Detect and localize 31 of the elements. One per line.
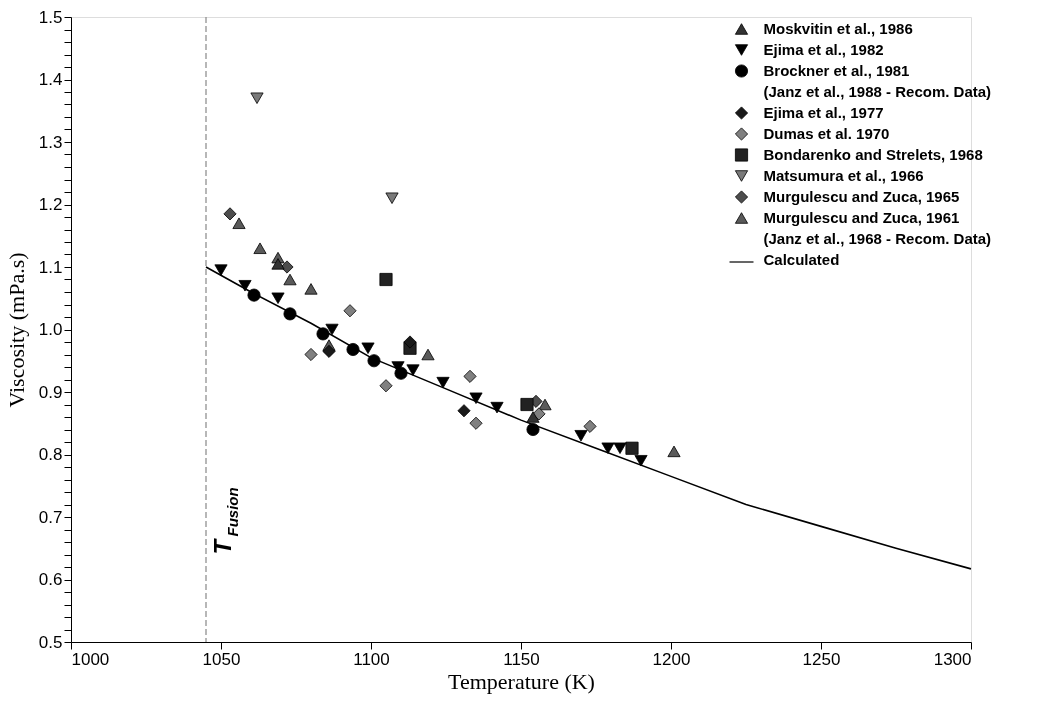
legend-label: Murgulescu and Zuca, 1961 (Janz et al., 1968 - Recom. Data) xyxy=(763,209,992,247)
x-tick-label: 1150 xyxy=(503,649,540,669)
ref-line-label: TFusion xyxy=(209,487,241,555)
y-axis-title: Viscosity (mPa.s) xyxy=(3,252,29,408)
legend-label: Calculated xyxy=(763,251,840,268)
legend-label: Ejima et al., 1982 xyxy=(763,41,884,58)
legend-label: Brockner et al., 1981 (Janz et al., 1988 - Recom. Data) xyxy=(763,62,992,100)
y-tick-label: 1.2 xyxy=(38,195,63,214)
y-tick-label: 0.5 xyxy=(38,632,63,652)
legend-label: Dumas et al. 1970 xyxy=(763,125,890,142)
x-tick-label: 1100 xyxy=(353,649,390,669)
legend-label: Ejima et al., 1977 xyxy=(763,104,884,121)
y-tick-label: 0.7 xyxy=(38,507,63,527)
legend-label: Matsumura et al., 1966 xyxy=(763,167,924,184)
legend-label: Bondarenko and Strelets, 1968 xyxy=(763,146,983,163)
y-tick-label: 1.1 xyxy=(38,257,63,277)
x-tick-label: 1300 xyxy=(933,649,972,669)
y-tick-label: 1.0 xyxy=(38,320,63,339)
x-tick-label: 1200 xyxy=(652,649,691,669)
y-tick-label: 0.8 xyxy=(38,445,63,464)
x-axis-title: Temperature (K) xyxy=(448,668,595,694)
legend-label: Moskvitin et al., 1986 xyxy=(763,20,913,37)
y-tick-label: 0.6 xyxy=(38,570,63,589)
y-tick-label: 0.9 xyxy=(38,382,63,402)
y-tick-label: 1.3 xyxy=(38,132,63,152)
y-tick-label: 1.4 xyxy=(38,70,63,89)
legend-label: Murgulescu and Zuca, 1965 xyxy=(763,188,960,205)
x-tick-label: 1000 xyxy=(71,649,110,669)
x-tick-label: 1250 xyxy=(802,649,841,669)
y-tick-label: 1.5 xyxy=(38,7,63,27)
x-tick-label: 1050 xyxy=(202,649,241,669)
